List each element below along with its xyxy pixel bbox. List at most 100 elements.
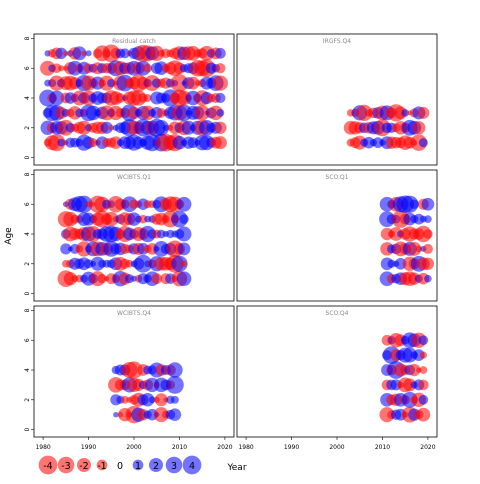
bubble-positive [134, 254, 152, 273]
x-tick-label: 2000 [126, 444, 141, 451]
panel-frame [236, 33, 438, 166]
bubble-positive [124, 274, 134, 284]
y-tick-label: 0 [24, 427, 31, 431]
bubble-positive [402, 347, 418, 363]
panel-title: WCIBTS.Q1 [117, 174, 151, 181]
bubble-positive [60, 243, 72, 255]
legend-label: 4 [189, 461, 195, 472]
bubble-positive [418, 335, 429, 346]
bubble-positive [215, 92, 226, 104]
bubble-positive [176, 271, 192, 287]
x-axis-title: Year [226, 463, 246, 473]
y-tick-label: 2 [24, 126, 31, 130]
bubble-negative [419, 366, 428, 374]
y-tick-label: 4 [24, 368, 31, 372]
legend-label: 0 [117, 461, 123, 472]
y-tick-label: 6 [24, 66, 31, 70]
bubble-negative [58, 65, 65, 72]
panel-title: SCO.Q4 [326, 310, 349, 317]
bubble-negative [76, 120, 92, 135]
bubble-positive [418, 394, 429, 405]
bubble-positive [167, 362, 183, 378]
x-tick-label: 1980 [238, 444, 253, 451]
bubble-negative [51, 63, 62, 74]
x-tick-label: 1990 [284, 444, 299, 451]
y-tick-label: 8 [24, 172, 31, 176]
bubble-negative [108, 124, 115, 131]
bubble-negative [422, 243, 433, 254]
bubble-negative [149, 45, 165, 61]
y-tick-label: 6 [24, 202, 31, 206]
y-tick-label: 4 [24, 96, 31, 100]
bubble-positive [387, 259, 396, 268]
bubble-negative [115, 93, 126, 103]
bubble-negative [194, 105, 210, 121]
bubble-negative [417, 106, 430, 119]
legend-label: -3 [61, 461, 70, 472]
bubble-positive [156, 229, 166, 239]
bubble-positive [172, 135, 187, 150]
bubble-positive [75, 195, 93, 213]
x-tick-label: 2010 [172, 444, 187, 451]
bubble-negative [88, 138, 98, 148]
bubble-positive [113, 411, 119, 418]
bubble-negative [125, 361, 143, 379]
bubble-positive [421, 197, 435, 211]
bubble-positive [171, 255, 188, 272]
panel-title: IRGFS.Q4 [323, 38, 351, 45]
panel-frame [236, 169, 438, 302]
legend-label: -2 [79, 461, 88, 472]
bubble-positive [119, 48, 130, 59]
bubble-positive [85, 105, 101, 121]
bubble-positive [176, 196, 192, 212]
bubble-negative [214, 121, 227, 134]
bubble-negative [186, 76, 200, 90]
bubble-positive [166, 375, 184, 394]
bubble-positive [83, 259, 94, 269]
legend-label: 2 [153, 461, 159, 472]
bubble-positive [168, 408, 182, 421]
bubble-positive [424, 274, 432, 283]
panel-frame [33, 169, 235, 302]
x-tick-label: 2010 [375, 444, 390, 451]
bubble-negative [212, 75, 228, 91]
y-tick-label: 6 [24, 338, 31, 342]
bubble-negative [407, 241, 422, 256]
bubble-positive [177, 242, 191, 256]
bubble-positive [409, 199, 420, 209]
bubble-positive [140, 393, 155, 407]
bubble-positive [162, 124, 169, 131]
bubble-positive [127, 212, 141, 226]
bubble-negative [48, 134, 66, 152]
y-tick-label: 0 [24, 155, 31, 159]
bubble-positive [424, 215, 432, 223]
bubble-negative [63, 272, 78, 286]
bubble-negative [154, 393, 168, 407]
bubble-negative [151, 273, 163, 285]
bubble-positive [55, 47, 68, 60]
bubble-negative [418, 379, 429, 391]
bubble-positive [216, 109, 225, 117]
bubble-positive [179, 214, 189, 224]
bubble-positive [372, 137, 384, 149]
y-tick-label: 2 [24, 398, 31, 402]
bubble-positive [170, 395, 179, 404]
bubble-negative [213, 136, 227, 150]
y-tick-label: 8 [24, 36, 31, 40]
bubble-positive [176, 226, 192, 242]
legend-bubble [96, 459, 108, 471]
bubble-positive [72, 46, 87, 61]
bubble-positive [49, 90, 65, 106]
y-tick-label: 0 [24, 291, 31, 295]
bubble-negative [120, 395, 129, 404]
bubble-negative [423, 229, 433, 239]
bubble-negative [40, 60, 56, 76]
bubble-negative [419, 351, 428, 359]
legend-bubble [38, 455, 58, 475]
bubble-negative [408, 363, 421, 377]
bubble-positive [214, 47, 226, 59]
bubble-negative [412, 121, 426, 135]
bubble-negative [180, 260, 188, 267]
x-tick-label: 1980 [35, 444, 50, 451]
